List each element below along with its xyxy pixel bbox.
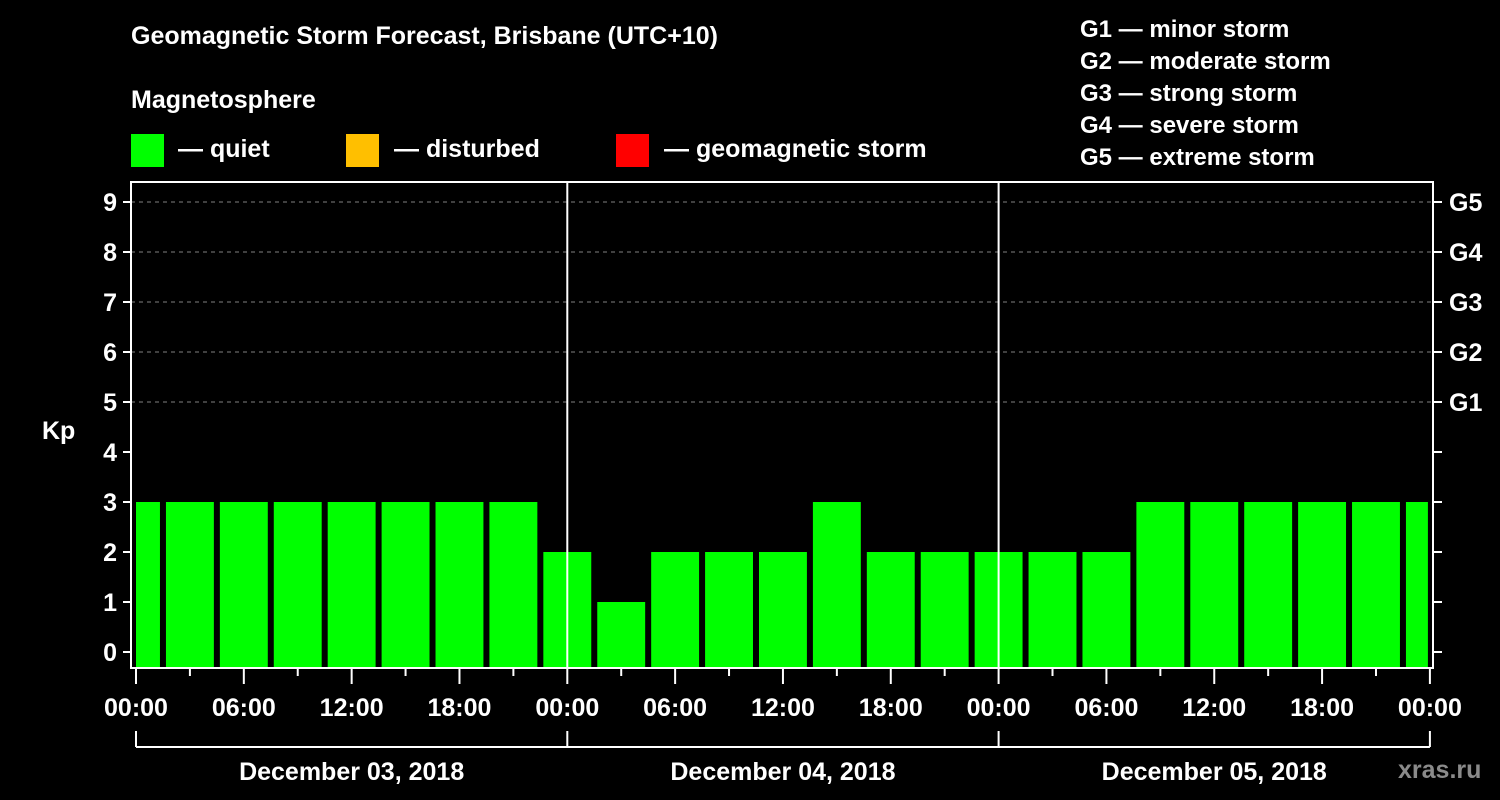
g-scale-label: G3 — [1449, 289, 1482, 317]
y-tick-label: 9 — [103, 189, 117, 217]
kp-bar — [165, 502, 214, 667]
g-scale-label: G2 — [1449, 339, 1482, 367]
kp-bar — [920, 552, 969, 667]
kp-bar — [489, 502, 538, 667]
kp-bar — [705, 552, 753, 667]
legend-label-disturbed: — disturbed — [394, 135, 540, 163]
scale-item-g4: G4 — severe storm — [1080, 112, 1299, 139]
g-scale-label: G5 — [1449, 189, 1482, 217]
storm-scale-legend: G1 — minor storm G2 — moderate storm G3 … — [1080, 14, 1331, 174]
legend-swatch-disturbed — [346, 134, 379, 167]
y-tick-label: 3 — [103, 489, 117, 517]
kp-bar — [381, 502, 430, 667]
x-tick-label: 06:00 — [1074, 694, 1138, 722]
kp-bar — [651, 552, 700, 667]
x-tick-label: 06:00 — [643, 694, 707, 722]
y-tick-label: 8 — [103, 239, 117, 267]
axes — [123, 181, 1442, 748]
kp-bar — [866, 552, 915, 667]
kp-bar — [1082, 552, 1131, 667]
x-tick-label: 06:00 — [212, 694, 276, 722]
kp-bar — [812, 502, 861, 667]
g-scale-label: G4 — [1449, 239, 1482, 267]
kp-bar — [1405, 502, 1428, 667]
y-tick-label: 4 — [103, 439, 117, 467]
x-tick-label: 12:00 — [751, 694, 815, 722]
kp-bar — [1352, 502, 1400, 667]
watermark: xras.ru — [1398, 756, 1482, 784]
scale-item-g2: G2 — moderate storm — [1080, 48, 1331, 75]
x-tick-label: 00:00 — [967, 694, 1031, 722]
legend-label-quiet: — quiet — [178, 135, 270, 163]
legend-label-storm: — geomagnetic storm — [664, 135, 927, 163]
y-tick-label: 2 — [103, 539, 117, 567]
y-tick-label: 7 — [103, 289, 117, 317]
legend-swatch-quiet — [131, 134, 164, 167]
g-scale-label: G1 — [1449, 389, 1482, 417]
x-tick-label: 12:00 — [320, 694, 384, 722]
y-tick-label: 0 — [103, 639, 117, 667]
y-tick-label: 6 — [103, 339, 117, 367]
kp-bar — [219, 502, 268, 667]
chart-title: Geomagnetic Storm Forecast, Brisbane (UT… — [131, 22, 718, 50]
scale-item-g5: G5 — extreme storm — [1080, 144, 1315, 171]
y-tick-label: 5 — [103, 389, 117, 417]
x-tick-label: 00:00 — [535, 694, 599, 722]
kp-bar — [1190, 502, 1239, 667]
x-tick-label: 18:00 — [1290, 694, 1354, 722]
x-tick-label: 18:00 — [427, 694, 491, 722]
day-label: December 03, 2018 — [239, 758, 464, 786]
legend-swatch-storm — [616, 134, 649, 167]
kp-bar — [1028, 552, 1077, 667]
x-tick-label: 18:00 — [859, 694, 923, 722]
chart-subtitle: Magnetosphere — [131, 86, 316, 114]
scale-item-g1: G1 — minor storm — [1080, 16, 1290, 43]
kp-bar — [1244, 502, 1293, 667]
x-tick-label: 12:00 — [1182, 694, 1246, 722]
y-tick-label: 1 — [103, 589, 117, 617]
day-label: December 05, 2018 — [1102, 758, 1327, 786]
x-tick-label: 00:00 — [104, 694, 168, 722]
gridlines — [131, 201, 1433, 403]
kp-bar — [435, 502, 484, 667]
bars — [136, 502, 1428, 667]
axis-labels: 0 1 2 3 4 5 6 7 8 9 G1 G2 G3 G4 G5 Kp 00:00 06:00 12:00 18:… — [42, 189, 1482, 786]
x-tick-label: 00:00 — [1398, 694, 1462, 722]
kp-bar — [1298, 502, 1347, 667]
kp-bar — [136, 502, 160, 667]
kp-bar — [758, 552, 807, 667]
y-axis-label: Kp — [42, 417, 75, 445]
day-label: December 04, 2018 — [670, 758, 895, 786]
kp-bar — [273, 502, 322, 667]
kp-bar — [1136, 502, 1185, 667]
scale-item-g3: G3 — strong storm — [1080, 80, 1298, 107]
kp-bar — [327, 502, 376, 667]
kp-bar — [597, 602, 646, 667]
